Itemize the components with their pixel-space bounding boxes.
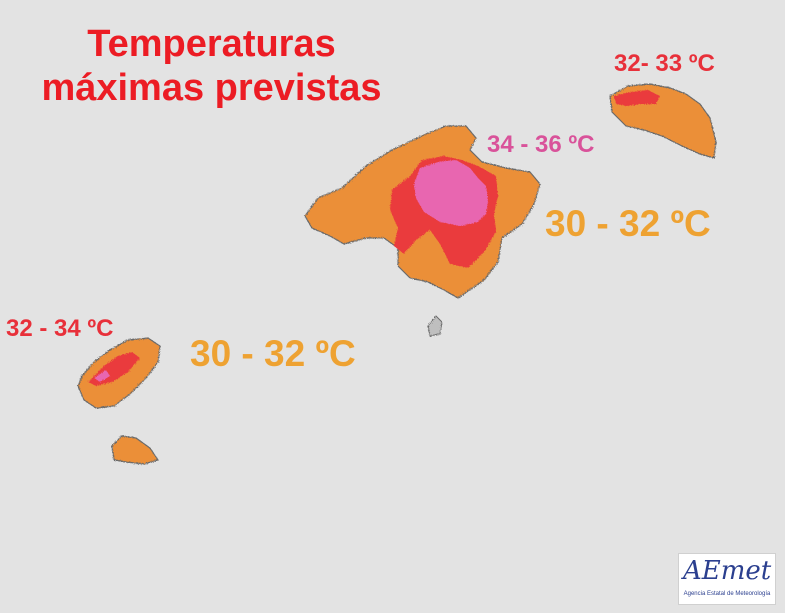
ibiza-island [77, 337, 161, 409]
cabrera-island [427, 315, 443, 337]
pitiusas-temperature-label: 30 - 32 ºC [190, 333, 356, 374]
aemet-logo-name: AEmet [683, 556, 772, 586]
mallorca-island [304, 125, 541, 299]
menorca-island [609, 83, 717, 159]
map-title: Temperaturas máximas previstas [14, 22, 409, 110]
aemet-logo: AEmet Agencia Estatal de Meteorología [678, 553, 776, 605]
formentera-island [111, 435, 159, 465]
ibiza-temperature-label: 32 - 34 ºC [6, 315, 114, 342]
title-line-1: Temperaturas [87, 23, 336, 65]
menorca-temperature-label: 32- 33 ºC [614, 50, 715, 77]
title-line-2: máximas previstas [41, 67, 382, 109]
aemet-logo-subtitle: Agencia Estatal de Meteorología [683, 591, 771, 597]
mallorca-temperature-label: 30 - 32 ºC [545, 203, 711, 244]
mallorca-peak-temperature-label: 34 - 36 ºC [487, 131, 595, 158]
